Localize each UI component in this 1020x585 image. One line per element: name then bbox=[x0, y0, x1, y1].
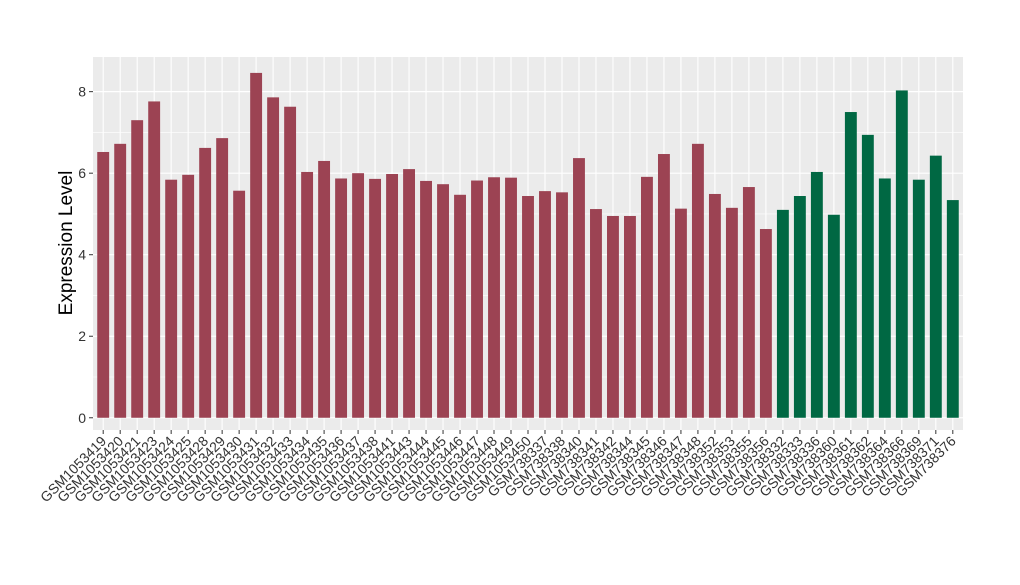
bar-GSM738376 bbox=[946, 200, 959, 418]
bar-GSM1053424 bbox=[165, 179, 178, 418]
y-axis: 0 2 4 6 8 bbox=[78, 84, 93, 426]
bar-GSM738337 bbox=[539, 191, 551, 418]
bar-GSM738361 bbox=[844, 112, 857, 418]
bar-GSM738340 bbox=[573, 158, 585, 418]
bar-GSM738346 bbox=[657, 154, 670, 418]
bar-GSM1053419 bbox=[97, 151, 110, 418]
bar-GSM738347 bbox=[674, 208, 687, 418]
bar-GSM1053434 bbox=[301, 171, 314, 418]
bar-GSM1053420 bbox=[114, 143, 127, 418]
y-tick-label: 2 bbox=[78, 328, 86, 344]
bar-GSM1053437 bbox=[352, 173, 365, 418]
bar-GSM738332 bbox=[776, 209, 789, 418]
bar-GSM1053433 bbox=[284, 106, 297, 418]
bar-GSM1053423 bbox=[148, 101, 161, 418]
bar-GSM738371 bbox=[929, 155, 942, 418]
bar-GSM1053444 bbox=[420, 180, 432, 418]
bar-GSM738352 bbox=[708, 193, 721, 418]
x-axis: GSM1053419GSM1053420GSM1053421GSM1053423… bbox=[37, 430, 959, 505]
bar-GSM738362 bbox=[861, 134, 874, 418]
bar-GSM1053436 bbox=[335, 178, 348, 418]
bar-GSM1053425 bbox=[182, 174, 195, 418]
bar-GSM738348 bbox=[691, 143, 704, 418]
y-tick-label: 0 bbox=[78, 410, 86, 426]
bar-GSM1053430 bbox=[233, 190, 246, 418]
bar-GSM1053438 bbox=[369, 178, 382, 418]
bar-GSM1053421 bbox=[131, 120, 144, 418]
bar-GSM1053441 bbox=[386, 173, 399, 418]
bar-GSM1053429 bbox=[216, 138, 229, 418]
bar-GSM1053446 bbox=[454, 194, 466, 418]
y-tick-label: 8 bbox=[78, 84, 86, 100]
y-tick-label: 4 bbox=[78, 247, 86, 263]
bar-GSM738341 bbox=[590, 209, 602, 418]
y-axis-label: Expression Level bbox=[56, 171, 77, 316]
bar-GSM738360 bbox=[827, 214, 840, 418]
bar-GSM738345 bbox=[640, 176, 653, 418]
bars bbox=[97, 72, 959, 418]
y-tick-label: 6 bbox=[78, 165, 86, 181]
bar-GSM1053428 bbox=[199, 147, 212, 418]
bar-GSM738342 bbox=[607, 215, 619, 418]
bar-GSM1053447 bbox=[471, 180, 483, 418]
bar-GSM738353 bbox=[725, 207, 738, 418]
bar-GSM1053449 bbox=[505, 177, 517, 418]
bar-GSM738336 bbox=[810, 171, 823, 418]
bar-GSM738369 bbox=[912, 179, 925, 418]
bar-GSM738364 bbox=[878, 178, 891, 418]
bar-GSM738356 bbox=[759, 229, 772, 418]
bar-GSM738355 bbox=[742, 187, 755, 418]
bar-GSM1053445 bbox=[437, 184, 449, 418]
bar-GSM738366 bbox=[895, 90, 908, 418]
bar-GSM1053443 bbox=[403, 169, 416, 418]
bar-GSM738344 bbox=[624, 215, 636, 418]
bar-GSM1053450 bbox=[522, 196, 534, 418]
bar-GSM738338 bbox=[556, 192, 568, 418]
bar-GSM738333 bbox=[793, 196, 806, 418]
bar-GSM1053431 bbox=[250, 72, 263, 418]
bar-GSM1053432 bbox=[267, 97, 280, 418]
bar-GSM1053448 bbox=[488, 177, 500, 418]
bar-GSM1053435 bbox=[318, 160, 331, 418]
